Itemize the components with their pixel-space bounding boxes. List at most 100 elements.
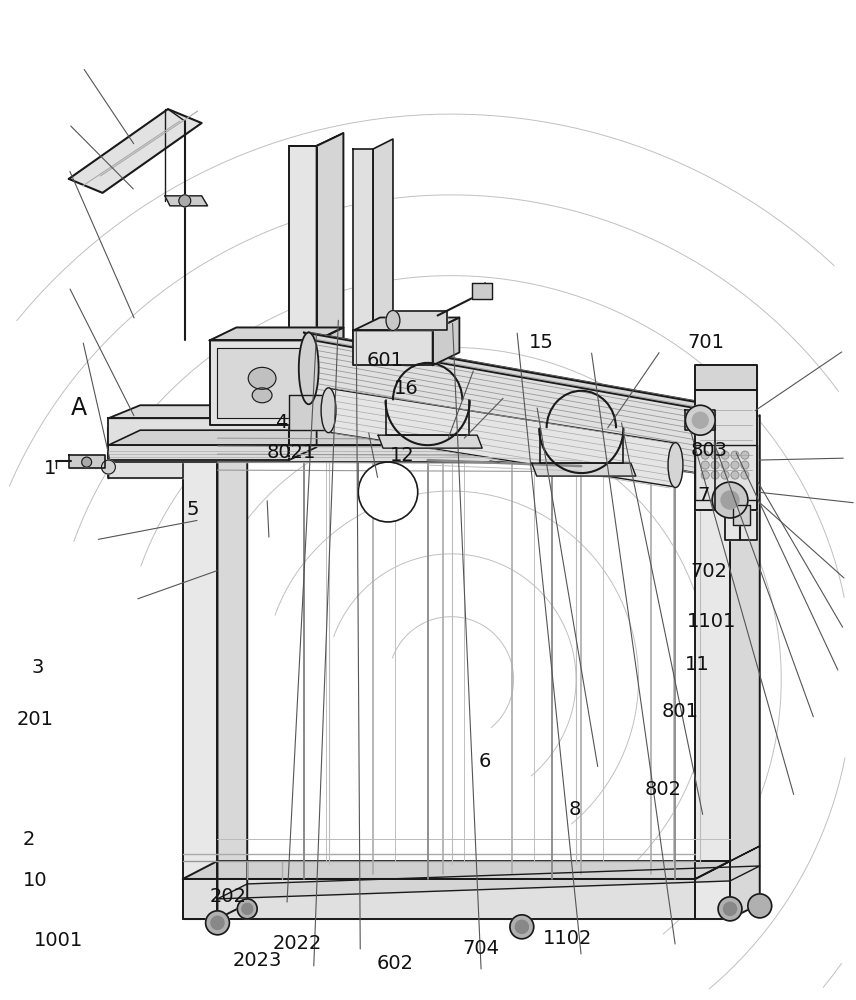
Circle shape [81,457,92,467]
Text: 2: 2 [22,830,35,849]
Circle shape [731,471,739,479]
Polygon shape [373,139,393,430]
Polygon shape [288,133,343,146]
Text: 601: 601 [366,351,403,370]
Circle shape [748,894,771,918]
Circle shape [701,451,709,459]
Circle shape [179,195,191,207]
Circle shape [711,471,719,479]
Circle shape [721,491,739,509]
Polygon shape [210,340,317,425]
Circle shape [211,916,224,929]
Circle shape [102,460,116,474]
Polygon shape [309,332,713,476]
Text: 802: 802 [645,780,681,799]
Text: 4: 4 [275,413,287,432]
Polygon shape [686,410,715,430]
Circle shape [731,451,739,459]
Polygon shape [217,415,247,919]
Polygon shape [695,390,757,510]
Polygon shape [68,109,202,193]
Ellipse shape [668,443,683,488]
Polygon shape [317,327,343,425]
Polygon shape [109,412,757,428]
Polygon shape [109,418,288,460]
Polygon shape [165,196,208,206]
Polygon shape [109,405,317,418]
Text: 10: 10 [22,871,47,890]
Polygon shape [183,879,695,919]
Polygon shape [68,455,105,468]
Polygon shape [183,430,217,919]
Circle shape [693,412,708,428]
Text: 2023: 2023 [232,951,282,970]
Polygon shape [217,866,760,899]
Polygon shape [217,348,306,418]
Circle shape [731,461,739,469]
Text: 702: 702 [691,562,728,581]
Polygon shape [354,318,460,330]
Text: A: A [71,396,87,420]
Circle shape [723,902,736,915]
Circle shape [241,903,253,914]
Polygon shape [354,149,373,430]
Polygon shape [393,311,448,330]
Circle shape [711,451,719,459]
Ellipse shape [253,388,272,403]
Circle shape [359,462,418,522]
Text: 701: 701 [687,333,724,352]
Text: 201: 201 [16,710,54,729]
Text: 11: 11 [685,655,710,674]
Polygon shape [473,283,492,299]
Circle shape [721,471,729,479]
Polygon shape [432,318,460,365]
Polygon shape [210,327,343,340]
Polygon shape [725,410,757,540]
Polygon shape [288,146,317,428]
Circle shape [237,899,257,919]
Polygon shape [733,505,750,525]
Polygon shape [109,458,183,478]
Polygon shape [109,428,725,458]
Text: 3: 3 [31,658,44,677]
Text: 704: 704 [462,939,499,958]
Text: 5: 5 [187,500,199,519]
Polygon shape [695,846,760,879]
Circle shape [701,471,709,479]
Text: 7: 7 [698,486,710,505]
Text: 2022: 2022 [273,934,323,953]
Ellipse shape [704,404,723,476]
Text: 1: 1 [44,459,56,478]
Polygon shape [109,445,725,462]
Text: 801: 801 [662,702,698,721]
Polygon shape [317,133,343,428]
Circle shape [510,915,534,939]
Circle shape [721,451,729,459]
Circle shape [741,471,749,479]
Circle shape [741,461,749,469]
Circle shape [205,911,229,935]
Text: 602: 602 [377,954,413,973]
Circle shape [515,920,528,933]
Text: 202: 202 [209,887,247,906]
Circle shape [721,461,729,469]
Polygon shape [695,365,757,390]
Polygon shape [109,430,757,445]
Circle shape [711,461,719,469]
Polygon shape [725,412,757,458]
Circle shape [686,405,715,435]
Text: 6: 6 [479,752,490,771]
Text: 8: 8 [568,800,580,819]
Text: 803: 803 [691,441,728,460]
Polygon shape [532,463,636,476]
Polygon shape [329,388,675,487]
Polygon shape [695,445,757,500]
Text: 12: 12 [390,446,415,465]
Polygon shape [695,430,730,919]
Text: 1102: 1102 [543,929,592,948]
Circle shape [718,897,742,921]
Circle shape [701,461,709,469]
Polygon shape [378,435,482,448]
Polygon shape [730,415,760,919]
Text: 16: 16 [394,379,419,398]
